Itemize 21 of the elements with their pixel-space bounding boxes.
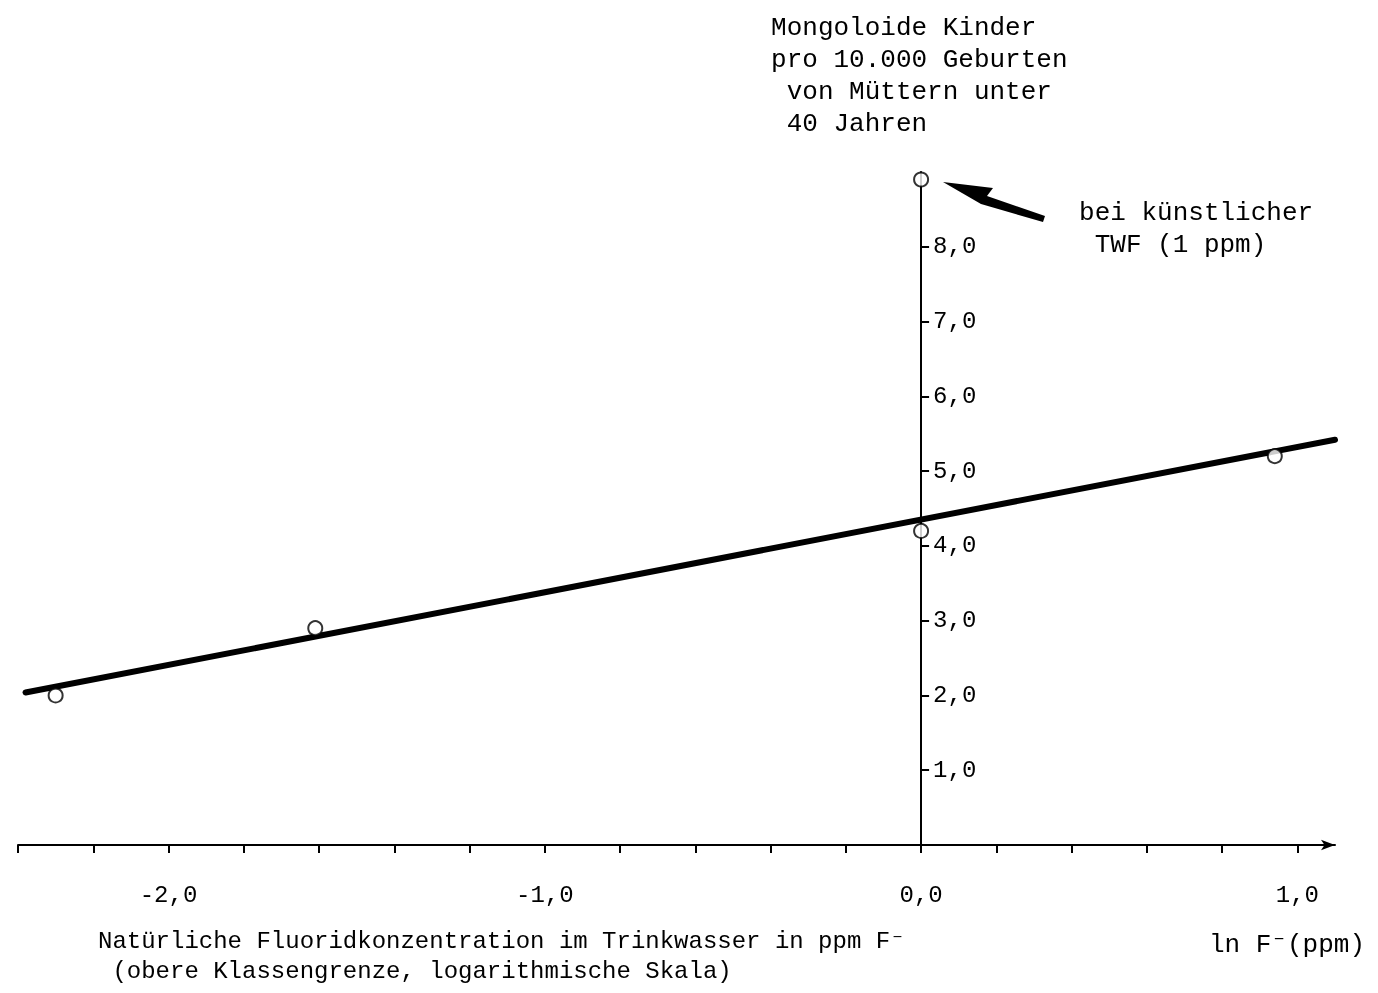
x-tick-label: -2,0 [139,881,198,909]
point [913,171,930,188]
annotation: bei künstlicher TWF (1 ppm) [1079,198,1314,261]
point [1266,448,1283,465]
y-tick-label: 7,0 [933,308,977,336]
point [47,687,64,704]
y-tick-label: 3,0 [933,607,977,635]
x-tick-label: 0,0 [899,881,943,909]
point [307,620,324,637]
y-tick-label: 8,0 [933,233,977,261]
text: ln F⁻(ppm) [1208,930,1365,960]
y-tick-label: 6,0 [933,382,977,410]
y-tick-label: 4,0 [933,532,977,560]
x-tick-label: 1,0 [1275,881,1319,909]
x-axis-title: Natürliche Fluoridkonzentration im Trinkwasser in ppm F⁻ (obere Klassengrenze, logarithmische Skala) [98,927,905,985]
point [913,522,930,539]
y-tick-label: 1,0 [933,756,977,784]
y-tick-label: 5,0 [933,457,977,485]
x-tick-label: -1,0 [516,881,574,909]
y-tick-label: 2,0 [933,681,977,709]
y-axis-title: Mongoloide Kinder pro 10.000 Geburten von Müttern unter 40 Jahren [771,13,1068,139]
